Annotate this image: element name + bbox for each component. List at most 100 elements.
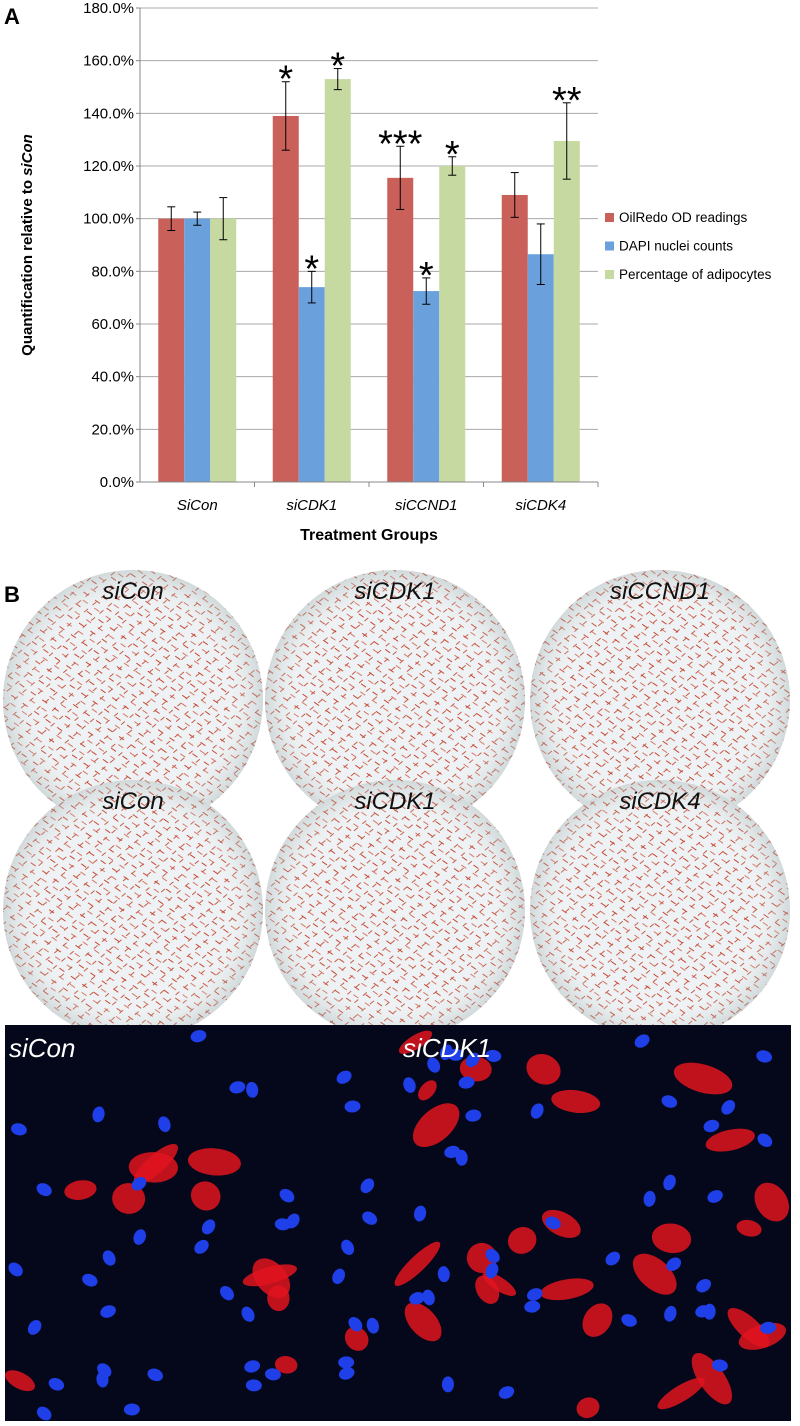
cell-lipid [190,1181,221,1211]
cell-lipid [754,1182,790,1222]
error-bar [333,68,342,91]
error-bar [562,102,571,180]
cell-lipid [274,1356,298,1374]
cell-nucleus [48,1377,65,1391]
cell-nucleus [36,1183,52,1197]
cell-nucleus [241,1306,255,1322]
error-bar [219,197,228,241]
cell-lipid [418,1080,437,1101]
legend-label: OilRedo OD readings [619,210,748,225]
micrograph-label: siCon [9,1033,75,1063]
legend-swatch [605,270,614,279]
cell-nucleus [245,1379,262,1392]
cell-lipid [651,1223,692,1254]
cell-nucleus [427,1057,441,1073]
x-tick-label: siCCND1 [395,497,458,514]
cell-nucleus [97,1363,112,1378]
micrograph-label: siCDK1 [403,1033,491,1063]
cell-nucleus [274,1218,291,1231]
error-bar [193,211,202,226]
cell-nucleus [441,1376,454,1393]
y-tick-label: 60.0% [91,316,134,333]
bar [158,218,185,482]
cell-nucleus [279,1188,295,1203]
legend-swatch [605,241,614,251]
cell-nucleus [201,1219,216,1235]
significance-label: *** [378,123,423,165]
dish-vignette [530,570,790,830]
bar [184,218,211,482]
cell-nucleus [190,1029,207,1043]
cell-lipid [394,1241,441,1286]
cell-nucleus [447,1048,464,1061]
cell-nucleus [360,1178,375,1194]
cell-nucleus [661,1095,678,1108]
y-tick-label: 20.0% [91,421,134,438]
cell-nucleus [344,1100,361,1113]
cell-lipid [128,1152,179,1183]
cell-lipid [632,1253,677,1295]
cell-nucleus [244,1360,261,1373]
cell-lipid [475,1275,500,1304]
cell-nucleus [605,1251,621,1266]
legend-label: Percentage of adipocytes [619,267,772,282]
cell-nucleus [92,1106,105,1123]
significance-label: * [445,134,460,176]
dish-label: siCCND1 [610,578,710,605]
error-bar [167,206,176,232]
cell-nucleus [703,1303,716,1320]
bar [553,140,580,482]
cell-nucleus [498,1386,515,1399]
cell-nucleus [362,1211,378,1225]
cell-nucleus [413,1205,427,1222]
cell-nucleus [422,1289,435,1306]
cell-nucleus [634,1034,650,1048]
bar [439,166,466,482]
cell-nucleus [131,1176,147,1191]
significance-label: * [419,255,434,297]
cell-nucleus [264,1368,281,1381]
cell-nucleus [348,1317,363,1332]
cell-nucleus [437,1266,450,1283]
cell-nucleus [458,1076,475,1089]
cell-lipid [398,1030,433,1054]
cell-nucleus [27,1320,42,1335]
cell-nucleus [666,1257,682,1272]
y-tick-label: 80.0% [91,263,134,280]
cell-lipid [112,1183,146,1214]
y-axis-label-text: Quantification relative to [19,176,36,356]
bar [387,177,414,482]
cell-nucleus [707,1190,723,1203]
cell-nucleus [760,1321,777,1334]
cell-nucleus [341,1239,355,1255]
significance-label: * [278,59,293,101]
dish-label: siCon [102,788,163,815]
panel-c: siCon siCDK1 [5,1025,791,1421]
cell-nucleus [194,1239,209,1254]
y-tick-label: 180.0% [83,0,134,17]
cell-nucleus [465,1052,480,1068]
error-bar [281,81,290,151]
cell-nucleus [757,1133,773,1148]
cell-nucleus [455,1149,468,1166]
cell-nucleus [485,1262,499,1279]
cell-nucleus [530,1103,544,1119]
cell-nucleus [102,1250,116,1266]
cell-nucleus [485,1248,500,1263]
significance-label: * [330,46,345,88]
y-tick-label: 40.0% [91,369,134,386]
dish-vignette [265,570,525,830]
cell-nucleus [133,1229,146,1245]
cell-lipid [657,1377,705,1410]
dish-label: siCDK1 [354,788,435,815]
bar [324,79,351,482]
cell-nucleus [246,1081,259,1098]
error-bar [536,223,545,285]
error-bar [396,145,405,210]
cell-nucleus [465,1109,482,1122]
cell-lipid [526,1053,561,1085]
bar [298,287,325,482]
cell-nucleus [696,1278,712,1293]
cell-lipid [404,1302,442,1342]
